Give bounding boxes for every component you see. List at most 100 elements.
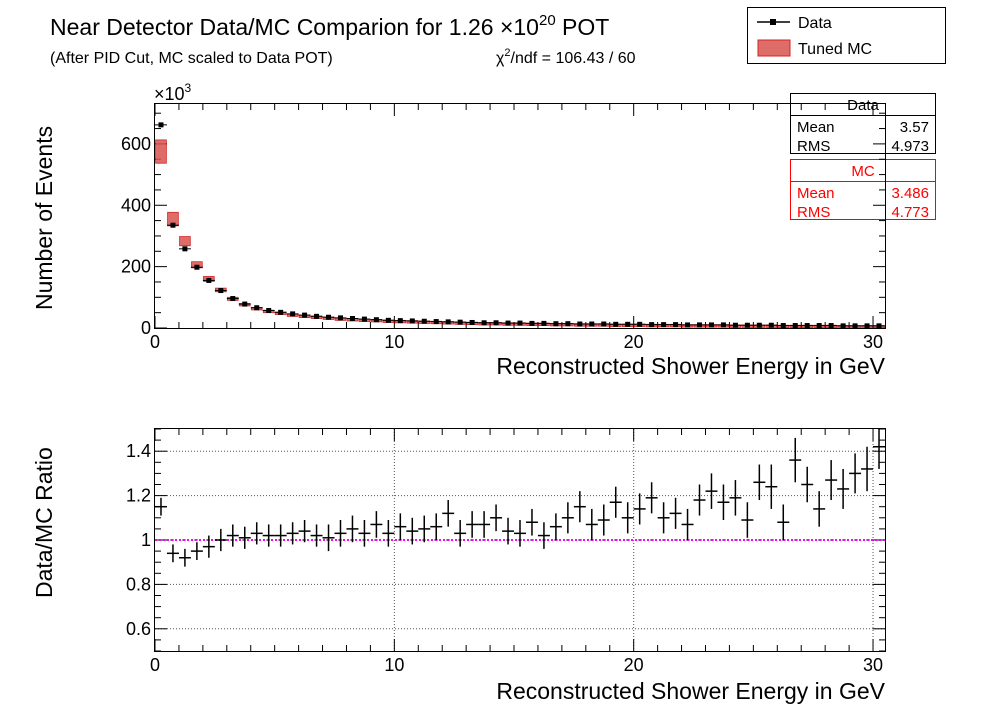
ratio-y-axis-label: Data/MC Ratio [31,447,57,598]
stats-mc-mean-label: Mean [797,185,835,202]
y-tick-label: 0.8 [126,574,151,594]
x-tick-label: 0 [150,655,160,675]
data-point [864,323,870,329]
chi2-label: χ2/ndf = 106.43 / 60 [496,47,636,67]
y-tick-label: 400 [121,195,151,215]
y-tick-label: 1.4 [126,441,151,461]
spectrum-x-axis-label: Reconstructed Shower Energy in GeV [496,353,885,379]
data-point [433,319,439,325]
data-point [206,277,212,283]
ratio-frame [154,428,886,652]
x-tick-label: 20 [624,332,644,352]
stats-data-rms-label: RMS [797,138,830,155]
data-point [840,323,846,329]
y-multiplier: ×103 [154,81,192,104]
data-point [876,323,882,329]
data-point [409,318,415,324]
data-point [517,320,523,326]
data-point [792,323,798,329]
data-point [254,305,260,311]
stats-mc-title: MC [851,163,874,180]
data-point [337,315,343,321]
data-point [469,319,475,325]
legend-mc-label: Tuned MC [798,41,872,58]
data-point [649,322,655,328]
spectrum-panel: 0 10 20 30 0 200 400 600 ×103 Reconstructed Sho… [31,81,886,379]
y-tick-label: 0 [141,318,151,338]
spectrum-tick-labels: 0 10 20 30 0 200 400 600 [121,134,883,352]
data-point [242,301,248,307]
data-point [457,319,463,325]
data-point [685,322,691,328]
data-point [732,322,738,328]
data-point [493,320,499,326]
stats-data-rms-value: 4.973 [891,138,929,155]
data-point [613,321,619,327]
data-point [804,323,810,329]
x-tick-label: 30 [863,655,883,675]
data-point [577,321,583,327]
ratio-tick-labels: 0 10 20 30 0.6 0.8 1 1.2 1.4 [126,441,883,675]
legend-data-marker [770,19,776,25]
data-point [768,322,774,328]
spectrum-ticks [154,104,885,329]
y-tick-label: 200 [121,257,151,277]
x-tick-label: 10 [384,332,404,352]
data-point [266,308,272,314]
data-point [158,122,164,128]
data-point [601,321,607,327]
data-point [170,222,176,228]
figure-title: Near Detector Data/MC Comparion for 1.26… [50,12,609,40]
x-tick-label: 30 [863,332,883,352]
data-point [720,322,726,328]
stats-data-mean-label: Mean [797,119,835,136]
stats-mc-mean-value: 3.486 [891,185,929,202]
data-point [445,319,451,325]
data-point [290,311,296,317]
data-point [661,322,667,328]
data-series [155,122,885,329]
data-point [541,320,547,326]
data-point [637,321,643,327]
stats-data-mean-value: 3.57 [900,119,929,136]
data-point [828,323,834,329]
data-point [230,296,236,302]
stats-box-data: Data Mean 3.57 RMS 4.973 [790,93,936,155]
stats-mc-rms-value: 4.773 [891,204,929,221]
data-point [565,321,571,327]
mc-bin [179,236,191,247]
legend-mc-swatch [757,39,791,57]
ratio-x-axis-label: Reconstructed Shower Energy in GeV [496,678,885,704]
data-point [218,288,224,294]
spectrum-frame [154,103,886,329]
stats-mc-rms-label: RMS [797,204,830,221]
x-tick-label: 10 [384,655,404,675]
mc-band-series [155,139,885,329]
data-point [481,320,487,326]
data-point [302,312,308,318]
data-point [816,323,822,329]
y-tick-label: 0.6 [126,619,151,639]
data-point [553,321,559,327]
x-tick-label: 0 [150,332,160,352]
data-point [756,322,762,328]
data-point [780,323,786,329]
data-point [421,318,427,324]
data-point [744,322,750,328]
ratio-panel: 0 10 20 30 0.6 0.8 1 1.2 1.4 Reconstructed Showe… [31,428,886,704]
data-point [852,323,858,329]
data-point [397,318,403,324]
data-point [361,316,367,322]
data-point [182,246,188,252]
data-point [278,309,284,315]
legend: Data Tuned MC [747,7,946,64]
data-point [373,317,379,323]
data-point [625,321,631,327]
x-tick-label: 20 [624,655,644,675]
data-point [326,314,332,320]
data-point [697,322,703,328]
data-point [349,315,355,321]
legend-data-label: Data [798,15,832,32]
mc-bin [155,139,167,164]
